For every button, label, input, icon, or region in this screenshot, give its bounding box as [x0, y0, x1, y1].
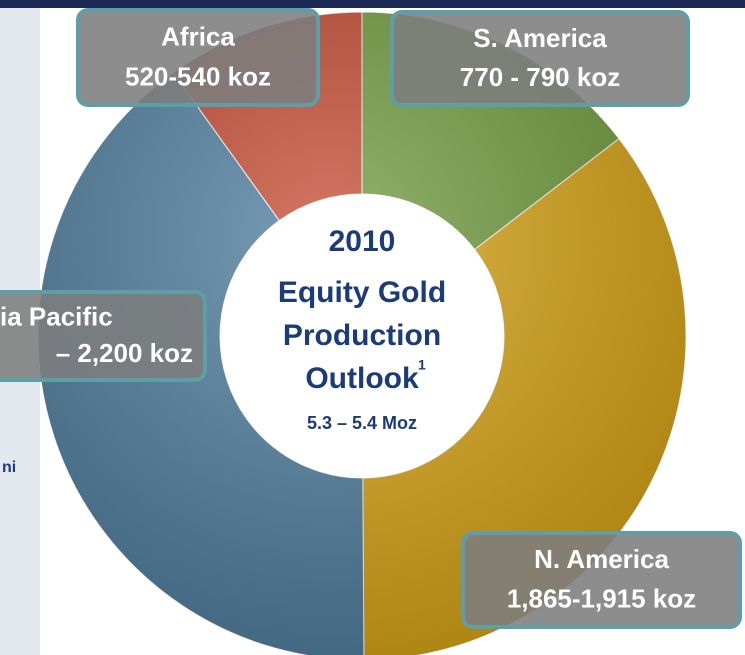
footnote: 1: [418, 357, 426, 373]
donut-hole: [220, 194, 504, 478]
value-label: 1,865-1,915 koz: [507, 584, 696, 614]
label-box: [0, 290, 207, 382]
value-label: – 2,200 koz: [56, 338, 193, 368]
category-label: ia Pacific: [0, 301, 113, 331]
center-title: Equity Gold: [278, 276, 446, 309]
center-subtitle: 5.3 – 5.4 Moz: [307, 413, 417, 433]
value-label: 520-540 koz: [125, 61, 271, 91]
value-label: 770 - 790 koz: [460, 62, 620, 92]
category-label: N. America: [534, 544, 669, 574]
label-box: [461, 531, 742, 629]
annotation: ni: [2, 459, 16, 476]
top-band: [0, 0, 745, 8]
center-title: 2010: [329, 225, 396, 258]
category-label: Africa: [161, 21, 235, 51]
center-title: Outlook: [305, 362, 419, 395]
labels: Africa 520-540 koz S. America 770 - 790 koz…: [0, 8, 742, 629]
label-box: [76, 8, 320, 107]
center-label: 2010 Equity Gold Production Outlook 1 5.3 – 5…: [278, 225, 446, 433]
category-label: S. America: [473, 23, 607, 53]
label-box: [390, 10, 690, 107]
center-title: Production: [283, 319, 441, 352]
